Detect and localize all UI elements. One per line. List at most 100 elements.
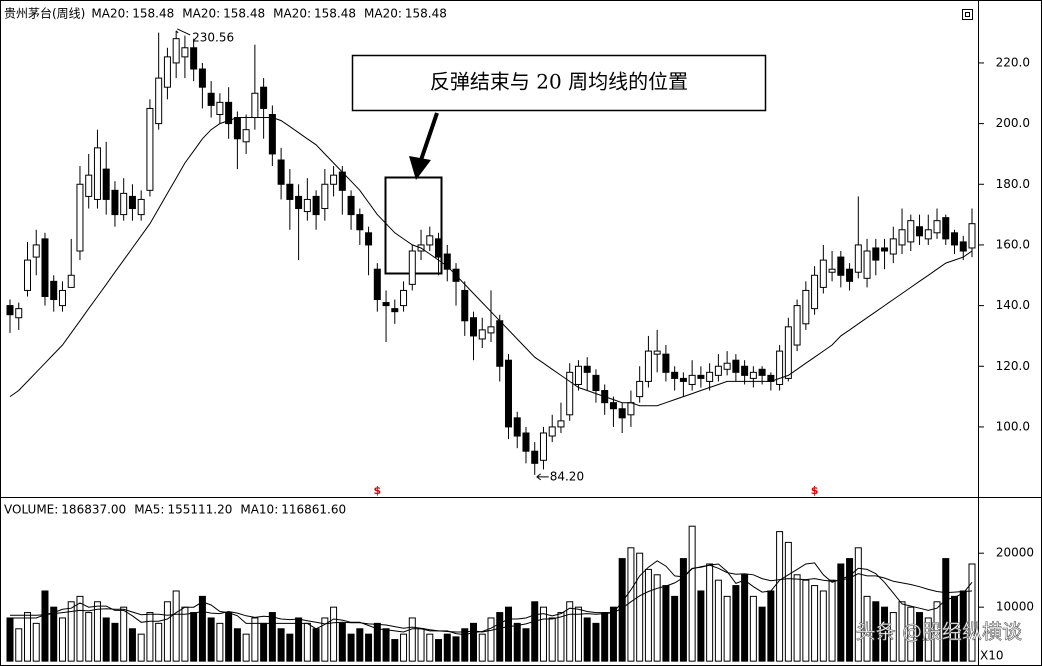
- candle-body: [828, 268, 836, 273]
- y-tick-label: 100.0: [996, 419, 1030, 433]
- callout-arrow: [419, 112, 439, 161]
- legend-name: MA5:: [134, 503, 164, 517]
- volume-bar: [198, 595, 206, 662]
- candle-body: [260, 86, 268, 109]
- candle-body: [854, 244, 862, 273]
- volume-bar: [496, 612, 504, 662]
- y-tick-label: 140.0: [996, 298, 1030, 312]
- legend-value: 155111.20: [167, 503, 232, 517]
- volume-bar: [846, 558, 854, 662]
- volume-bar: [452, 636, 460, 662]
- volume-bar: [601, 612, 609, 662]
- volume-bar: [706, 563, 714, 662]
- candle-body: [889, 238, 897, 255]
- volume-bar: [163, 601, 171, 662]
- legend-name: MA20:: [182, 7, 220, 21]
- volume-bar: [583, 617, 591, 662]
- volume-bar: [356, 628, 364, 662]
- volume-bar: [881, 606, 889, 662]
- candle-body: [618, 408, 626, 419]
- candle-body: [566, 371, 574, 416]
- annotation-pointer: [536, 473, 549, 481]
- candle-body: [137, 198, 145, 216]
- candle-body: [898, 229, 906, 246]
- candle-body: [776, 350, 784, 385]
- candle-body: [714, 365, 722, 376]
- callout-text: 反弹结束与 20 周均线的位置: [430, 70, 688, 94]
- volume-bar: [67, 601, 75, 662]
- volume-bar: [504, 606, 512, 662]
- candle-body: [391, 308, 399, 313]
- volume-bar: [531, 601, 539, 662]
- volume-bar: [242, 633, 250, 662]
- candle-body: [41, 238, 49, 297]
- volume-bar: [741, 574, 749, 662]
- volume-bar: [76, 595, 84, 662]
- legend-name: MA20:: [273, 7, 311, 21]
- volume-bar: [443, 633, 451, 662]
- legend-value: 158.48: [314, 7, 356, 21]
- candle-body: [67, 274, 75, 288]
- volume-bar: [662, 585, 670, 662]
- volume-bar: [207, 617, 215, 662]
- volume-bar: [470, 622, 478, 662]
- candle-body: [146, 107, 154, 191]
- volume-bar: [688, 525, 696, 662]
- candle-body: [233, 117, 241, 140]
- annotation-label: 230.56: [192, 30, 234, 44]
- volume-bar: [784, 541, 792, 662]
- legend-name: MA20:: [91, 7, 129, 21]
- volume-bar: [137, 633, 145, 662]
- volume-bar: [627, 547, 635, 662]
- volume-bar: [408, 617, 416, 662]
- volume-bar: [120, 606, 128, 662]
- volume-bar: [758, 606, 766, 662]
- volume-bar: [111, 622, 119, 662]
- legend-value: 158.48: [405, 7, 447, 21]
- volume-bar: [513, 622, 521, 662]
- volume-bar: [636, 552, 644, 662]
- candle-body: [426, 235, 434, 246]
- volume-bar: [251, 617, 259, 662]
- volume-bar: [776, 531, 784, 662]
- y-tick-label: 200.0: [996, 116, 1030, 130]
- candle-body: [163, 56, 171, 88]
- volume-bar: [679, 558, 687, 662]
- volume-bar: [898, 601, 906, 662]
- candle-body: [330, 174, 338, 185]
- candle-body: [408, 250, 416, 285]
- legend-name: MA20:: [364, 7, 402, 21]
- volume-bar: [802, 579, 810, 662]
- volume-bar: [391, 639, 399, 662]
- y-tick-label: 180.0: [996, 177, 1030, 191]
- volume-bar: [382, 628, 390, 662]
- candle-body: [531, 450, 539, 464]
- candle-body: [793, 305, 801, 346]
- annotation-label: 84.20: [550, 469, 584, 483]
- candle-body: [356, 214, 364, 231]
- volume-bar: [854, 547, 862, 662]
- volume-bar: [671, 595, 679, 662]
- volume-bar: [732, 585, 740, 662]
- volume-bar: [146, 612, 154, 662]
- volume-bar: [102, 617, 110, 662]
- candle-body: [58, 289, 66, 307]
- candle-body: [863, 250, 871, 279]
- candle-body: [443, 253, 451, 270]
- candle-body: [609, 402, 617, 410]
- volume-bar: [321, 617, 329, 662]
- volume-bar: [400, 633, 408, 662]
- volume-bar: [312, 628, 320, 662]
- volume-bar: [32, 622, 40, 662]
- volume-bar: [863, 595, 871, 662]
- candle-body: [653, 350, 661, 355]
- candle-body: [942, 217, 950, 240]
- candle-body: [557, 420, 565, 428]
- volume-bar: [330, 606, 338, 662]
- candle-body: [277, 159, 285, 185]
- candle-body: [697, 374, 705, 379]
- candle-body: [295, 195, 303, 210]
- candle-body: [382, 302, 390, 307]
- volume-bar: [907, 606, 915, 662]
